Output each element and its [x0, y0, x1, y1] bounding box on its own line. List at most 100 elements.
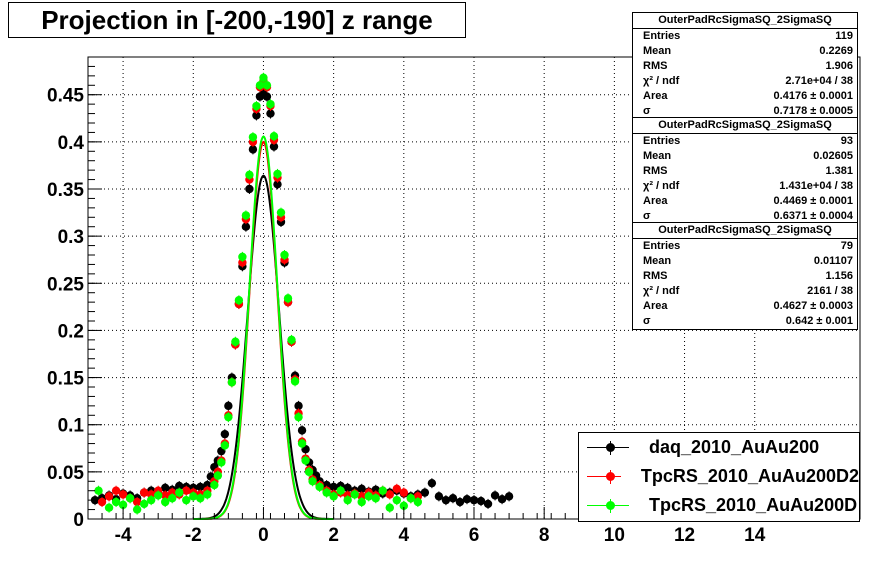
data-point — [111, 497, 121, 507]
legend: daq_2010_AuAu200 TpcRS_2010_AuAu200D2 Tp… — [578, 432, 860, 522]
x-tick-label: 2 — [328, 525, 339, 546]
stat-row-chi2: χ² / ndf 2.71e+04 / 38 — [633, 74, 857, 89]
data-point — [434, 492, 444, 501]
data-point — [308, 477, 317, 486]
data-point — [266, 99, 275, 109]
data-point — [241, 211, 251, 220]
stat-label: χ² / ndf — [643, 180, 680, 192]
stat-box-1: OuterPadRcSigmaSQ_2SigmaSQ Entries 119 Me… — [632, 12, 858, 120]
data-point — [504, 492, 514, 501]
data-point — [189, 492, 198, 501]
data-point — [385, 490, 394, 499]
data-point — [245, 170, 254, 180]
y-tick-label: 0.2 — [58, 321, 84, 342]
data-point — [182, 486, 191, 495]
data-point — [483, 499, 493, 509]
stat-row-mean: Mean 0.01107 — [633, 254, 857, 269]
y-tick-label: 0.45 — [47, 86, 84, 107]
series-3 — [94, 72, 423, 515]
data-point — [182, 495, 191, 505]
data-point — [297, 439, 307, 448]
stat-row-entries: Entries 93 — [633, 134, 857, 149]
data-point — [329, 482, 338, 492]
data-point — [111, 486, 121, 495]
stat-value: 1.906 — [825, 60, 853, 72]
stat-label: RMS — [643, 270, 668, 282]
data-point — [252, 101, 261, 111]
data-point — [255, 81, 265, 90]
legend-label: TpcRS_2010_AuAu200D2 — [640, 466, 859, 486]
stat-value: 0.2269 — [819, 45, 853, 57]
stat-value: 119 — [835, 30, 853, 42]
stat-value: 0.6371 ± 0.0004 — [773, 210, 853, 222]
data-point — [203, 490, 212, 499]
stat-label: Area — [643, 90, 668, 102]
data-point — [378, 486, 387, 495]
stat-row-rms: RMS 1.381 — [633, 164, 857, 179]
data-point — [262, 92, 272, 101]
x-tick-labels: -4 -2 0 2 4 6 8 10 12 14 — [115, 525, 766, 546]
stat-value: 0.4469 ± 0.0001 — [773, 195, 853, 207]
stat-value: 93 — [840, 135, 853, 147]
stat-value: 1.381 — [825, 165, 853, 177]
data-point — [476, 496, 486, 506]
data-point — [241, 222, 251, 231]
stat-value: 0.4627 ± 0.0003 — [773, 300, 853, 312]
stat-row-entries: Entries 119 — [633, 29, 857, 44]
data-point — [238, 252, 247, 262]
data-point — [161, 497, 170, 507]
data-point — [175, 481, 184, 491]
data-point — [132, 497, 142, 507]
data-point — [196, 494, 205, 503]
x-tick-label: 4 — [399, 525, 410, 546]
legend-marker — [579, 491, 635, 520]
stat-label: Mean — [643, 255, 672, 267]
stat-row-area: Area 0.4627 ± 0.0003 — [633, 299, 857, 314]
data-point — [248, 132, 258, 142]
data-point — [294, 401, 303, 411]
stat-label: Mean — [643, 150, 672, 162]
data-point — [371, 494, 380, 503]
data-point — [329, 492, 338, 501]
data-point — [220, 441, 230, 450]
data-point — [139, 499, 149, 509]
legend-label: TpcRS_2010_AuAu200D — [649, 495, 858, 515]
stat-row-chi2: χ² / ndf 2161 / 38 — [633, 284, 857, 299]
data-point — [118, 490, 128, 499]
stat-row-chi2: χ² / ndf 1.431e+04 / 38 — [633, 179, 857, 194]
data-point — [266, 109, 275, 118]
data-point — [104, 503, 114, 512]
stat-value: 0.7178 ± 0.0005 — [773, 105, 853, 117]
data-point — [287, 335, 296, 345]
data-point — [234, 296, 244, 305]
data-point — [304, 467, 314, 477]
data-point — [262, 81, 272, 90]
data-point — [343, 483, 352, 493]
stat-row-sigma: σ 0.7178 ± 0.0005 — [633, 104, 857, 119]
legend-label: daq_2010_AuAu200 — [649, 437, 820, 457]
data-point — [385, 503, 394, 512]
stat-row-sigma: σ 0.6371 ± 0.0004 — [633, 209, 857, 224]
data-point — [294, 412, 303, 422]
data-point — [413, 497, 423, 507]
data-point — [227, 378, 237, 387]
y-tick-label: 0.15 — [47, 369, 84, 390]
stat-label: σ — [643, 210, 651, 222]
data-point — [132, 505, 142, 514]
legend-entry: TpcRS_2010_AuAu200D — [579, 491, 859, 520]
data-point — [283, 294, 293, 303]
y-tick-label: 0.1 — [58, 416, 85, 437]
stat-value: 0.642 ± 0.001 — [785, 315, 853, 327]
stat-label: RMS — [643, 165, 668, 177]
stat-box-title: OuterPadRcSigmaSQ_2SigmaSQ — [633, 13, 857, 29]
data-point — [220, 429, 230, 439]
y-tick-label: 0.3 — [58, 227, 84, 248]
y-tick-label: 0.35 — [47, 180, 84, 201]
stat-value: 1.156 — [825, 270, 853, 282]
data-point — [448, 494, 458, 503]
data-point — [427, 478, 437, 488]
data-point — [213, 471, 223, 480]
stat-row-entries: Entries 79 — [633, 239, 857, 254]
x-tick-label: 6 — [469, 525, 480, 546]
stat-value: 2.71e+04 / 38 — [785, 75, 853, 87]
